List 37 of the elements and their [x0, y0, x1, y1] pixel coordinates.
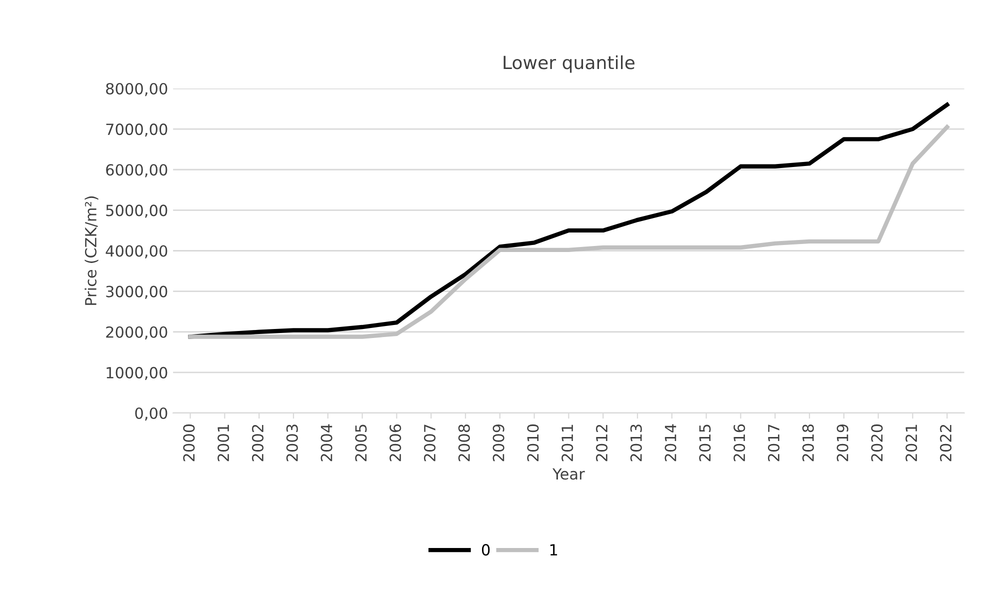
- x-tick-label: 2019: [836, 424, 848, 462]
- y-tick-label: 7000,00: [106, 124, 168, 137]
- x-tick-label: 2017: [768, 424, 780, 462]
- x-tick-label: 2008: [458, 424, 470, 462]
- x-tick-label: 2001: [218, 424, 230, 462]
- y-tick-label: 4000,00: [106, 245, 168, 258]
- x-tick-label: 2006: [390, 424, 402, 462]
- y-tick-label: 2000,00: [106, 326, 168, 340]
- x-tick-label: 2010: [527, 424, 539, 462]
- x-tick-label: 2015: [699, 424, 711, 462]
- x-tick-label: 2003: [286, 424, 298, 462]
- x-tick-label: 2018: [802, 424, 814, 462]
- x-tick-label: 2013: [630, 424, 642, 462]
- x-tick-label: 2021: [906, 424, 918, 462]
- x-tick-label: 2011: [562, 424, 574, 462]
- y-tick-label: 8000,00: [106, 82, 168, 96]
- x-tick-label: 2007: [424, 424, 436, 462]
- x-tick-label: 2014: [664, 424, 676, 462]
- y-tick-label: 1000,00: [106, 366, 168, 380]
- legend-label: 0: [482, 544, 490, 556]
- x-tick-label: 2002: [252, 424, 264, 462]
- x-tick-label: 2022: [940, 424, 952, 462]
- chart-title: Lower quantile: [504, 55, 634, 73]
- x-axis-title: Year: [552, 468, 585, 480]
- y-tick-label: 3000,00: [106, 286, 168, 299]
- x-tick-label: 2009: [492, 424, 504, 462]
- x-tick-label: 2000: [183, 424, 195, 462]
- x-tick-label: 2004: [320, 424, 332, 462]
- y-tick-label: 5000,00: [106, 204, 168, 218]
- x-tick-label: 2020: [871, 424, 883, 462]
- x-tick-label: 2005: [355, 424, 367, 462]
- y-axis-title: Price (CZK/m²): [84, 196, 98, 305]
- x-tick-label: 2012: [596, 424, 608, 462]
- x-tick-label: 2016: [734, 424, 746, 462]
- y-tick-label: 0,00: [135, 407, 168, 421]
- legend-label: 1: [550, 544, 558, 556]
- y-tick-label: 6000,00: [106, 164, 168, 178]
